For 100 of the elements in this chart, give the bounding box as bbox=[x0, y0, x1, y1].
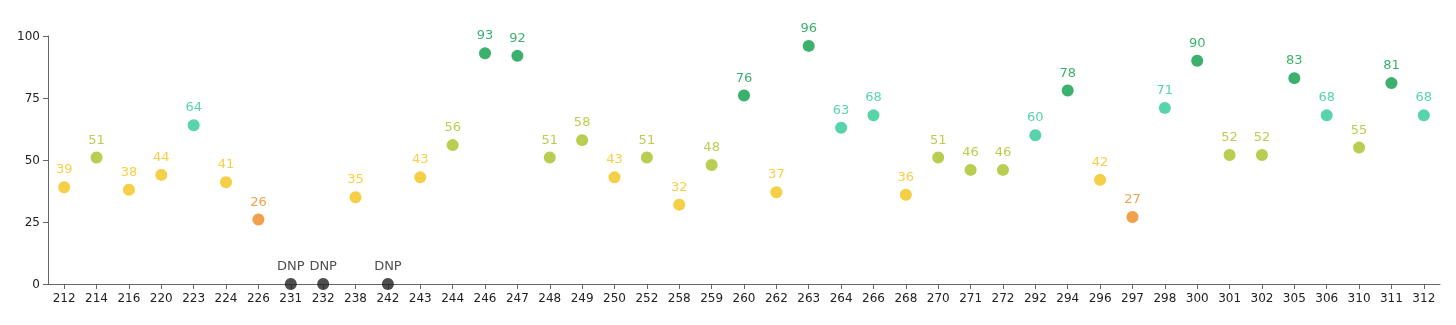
x-tick-label: 249 bbox=[570, 291, 594, 305]
data-label: 64 bbox=[185, 99, 202, 115]
data-label: 92 bbox=[509, 29, 526, 45]
point bbox=[705, 158, 718, 171]
data-label: 58 bbox=[573, 114, 591, 130]
x-tick-label: 296 bbox=[1088, 291, 1112, 305]
x-tick-label: 242 bbox=[376, 291, 400, 305]
data-label: 71 bbox=[1156, 81, 1174, 97]
x-tick-label: 216 bbox=[117, 291, 141, 305]
data-label: 56 bbox=[444, 119, 461, 135]
point bbox=[1029, 129, 1042, 142]
x-tick-label: 259 bbox=[700, 291, 724, 305]
point bbox=[640, 151, 653, 164]
data-label: 46 bbox=[994, 143, 1012, 159]
x-tick-label: 250 bbox=[603, 291, 626, 305]
x-tick-label: 262 bbox=[764, 291, 788, 305]
point bbox=[220, 176, 233, 189]
point bbox=[1288, 72, 1301, 85]
data-label: 51 bbox=[88, 131, 105, 147]
x-tick-label: 223 bbox=[182, 291, 206, 305]
point bbox=[1223, 149, 1236, 162]
point bbox=[58, 181, 71, 194]
data-label: 76 bbox=[735, 69, 753, 85]
point bbox=[932, 151, 945, 164]
x-tick-label: 310 bbox=[1347, 291, 1371, 305]
data-label: 52 bbox=[1253, 129, 1271, 145]
point bbox=[1126, 211, 1139, 224]
x-tick-label: 306 bbox=[1315, 291, 1339, 305]
data-label: 42 bbox=[1091, 153, 1109, 169]
point bbox=[835, 121, 848, 134]
point bbox=[381, 278, 394, 290]
point bbox=[673, 198, 686, 211]
x-tick-label: 226 bbox=[246, 291, 270, 305]
data-label: 36 bbox=[897, 168, 915, 184]
point bbox=[284, 278, 297, 290]
data-label: 38 bbox=[120, 163, 138, 179]
x-tick-label: 298 bbox=[1153, 291, 1177, 305]
point bbox=[90, 151, 103, 164]
point bbox=[252, 213, 265, 226]
x-tick-label: 248 bbox=[538, 291, 562, 305]
point bbox=[155, 168, 168, 181]
x-tick-label: 300 bbox=[1185, 291, 1209, 305]
data-label: 68 bbox=[1415, 89, 1433, 105]
point bbox=[964, 163, 977, 176]
data-label: 44 bbox=[153, 148, 170, 164]
x-tick-label: 297 bbox=[1121, 291, 1144, 305]
point bbox=[1353, 141, 1366, 154]
x-tick-label: 266 bbox=[862, 291, 885, 305]
y-tick-label: 75 bbox=[24, 91, 40, 105]
point bbox=[899, 188, 912, 201]
point bbox=[867, 109, 880, 122]
data-label: 81 bbox=[1383, 57, 1400, 73]
data-label: 96 bbox=[800, 19, 818, 35]
x-tick-label: 292 bbox=[1023, 291, 1047, 305]
x-tick-label: 224 bbox=[214, 291, 238, 305]
point bbox=[1158, 101, 1171, 114]
x-tick-label: 238 bbox=[344, 291, 367, 305]
data-label: 43 bbox=[412, 151, 429, 167]
data-label: 32 bbox=[670, 178, 688, 194]
x-tick-label: 231 bbox=[279, 291, 303, 305]
x-tick-label: 312 bbox=[1412, 291, 1436, 305]
data-label: 37 bbox=[768, 166, 785, 182]
data-label: 68 bbox=[1318, 89, 1335, 105]
point bbox=[122, 183, 135, 196]
data-label: 35 bbox=[347, 171, 364, 187]
point bbox=[1061, 84, 1074, 97]
x-tick-label: 212 bbox=[52, 291, 76, 305]
point bbox=[1320, 109, 1333, 122]
data-label: 52 bbox=[1221, 129, 1238, 145]
x-tick-label: 246 bbox=[473, 291, 497, 305]
point bbox=[738, 89, 750, 102]
data-label: 39 bbox=[55, 161, 73, 177]
x-tick-label: 214 bbox=[85, 291, 109, 305]
x-tick-label: 305 bbox=[1282, 291, 1306, 305]
x-tick-label: 264 bbox=[829, 291, 853, 305]
point bbox=[317, 278, 330, 290]
y-tick-label: 0 bbox=[32, 277, 40, 291]
x-tick-label: 243 bbox=[408, 291, 432, 305]
point bbox=[802, 39, 815, 52]
x-tick-label: 263 bbox=[797, 291, 821, 305]
point bbox=[446, 139, 459, 152]
point bbox=[1417, 109, 1430, 122]
data-label: 51 bbox=[541, 131, 559, 147]
data-label: DNP bbox=[277, 258, 305, 273]
data-label: 51 bbox=[638, 131, 656, 147]
data-label: 41 bbox=[217, 156, 235, 172]
point bbox=[576, 134, 589, 147]
data-label: 43 bbox=[606, 151, 623, 167]
x-tick-label: 258 bbox=[667, 291, 691, 305]
data-label: 93 bbox=[476, 27, 494, 43]
point bbox=[414, 171, 427, 184]
data-label: 48 bbox=[703, 138, 720, 154]
point bbox=[1255, 149, 1268, 162]
data-label: 51 bbox=[929, 131, 947, 147]
data-label: 55 bbox=[1350, 121, 1368, 137]
y-tick-label: 25 bbox=[24, 215, 40, 229]
data-label: 60 bbox=[1027, 109, 1044, 125]
x-tick-label: 252 bbox=[635, 291, 659, 305]
point bbox=[1094, 173, 1107, 186]
x-tick-label: 247 bbox=[505, 291, 529, 305]
